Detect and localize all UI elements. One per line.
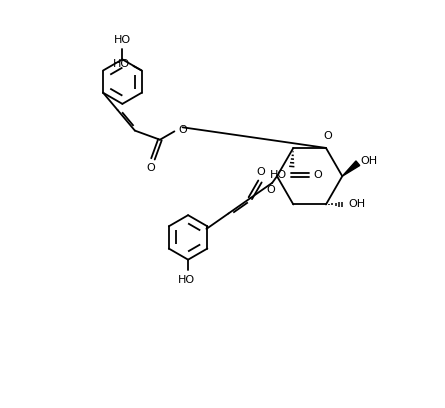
Text: HO: HO: [114, 35, 131, 45]
Text: OH: OH: [348, 199, 365, 209]
Text: OH: OH: [361, 155, 378, 166]
Text: O: O: [256, 166, 265, 177]
Text: O: O: [324, 131, 332, 140]
Text: O: O: [147, 163, 155, 173]
Text: O: O: [313, 170, 322, 180]
Text: HO: HO: [178, 275, 195, 285]
Polygon shape: [342, 161, 360, 176]
Text: HO: HO: [113, 59, 130, 69]
Text: O: O: [266, 186, 275, 195]
Text: O: O: [179, 124, 188, 135]
Text: HO: HO: [270, 170, 287, 180]
